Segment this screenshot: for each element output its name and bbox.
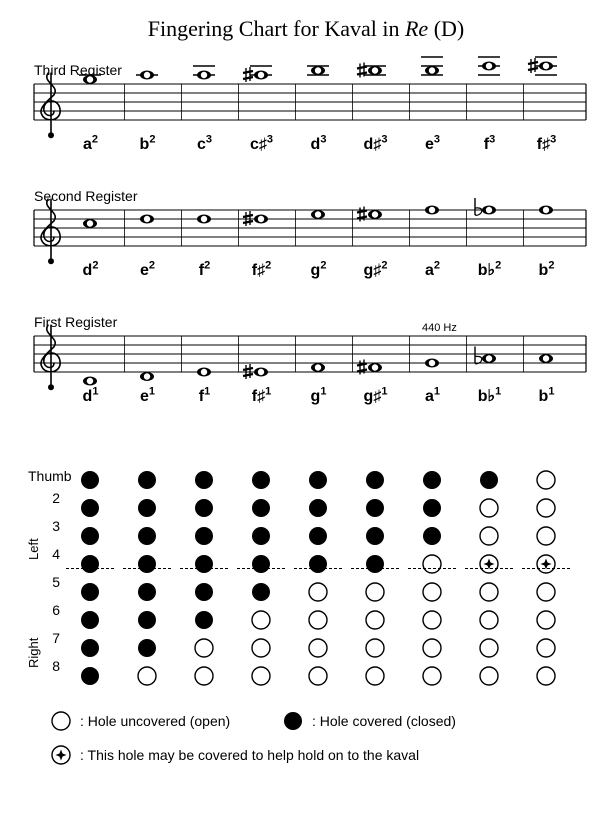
note-name: g♯1 [347, 386, 404, 406]
legend-closed: : Hole covered (closed) [280, 708, 456, 734]
hand-divider [522, 568, 570, 569]
hand-divider [465, 568, 513, 569]
note-name: d1 [62, 386, 119, 406]
hand-divider [351, 568, 399, 569]
hand-divider [123, 568, 171, 569]
legend-star: : This hole may be covered to help hold … [48, 742, 419, 768]
left-hand-label: Left [26, 538, 41, 560]
note-name: a1 [404, 386, 461, 406]
hole-row-label: 5 [40, 574, 60, 590]
note-name: f1 [176, 386, 233, 406]
thumb-label: Thumb [28, 468, 68, 484]
note-name: f♯1 [233, 386, 290, 406]
hand-divider [237, 568, 285, 569]
legend-text: : Hole uncovered (open) [80, 713, 230, 729]
legend-text: : This hole may be covered to help hold … [80, 747, 419, 763]
note-name: b♭1 [461, 386, 518, 406]
hole-row-label: 4 [40, 546, 60, 562]
hole-row-label: 6 [40, 602, 60, 618]
legend-text: : Hole covered (closed) [312, 713, 456, 729]
hole-row-label: 3 [40, 518, 60, 534]
note-name: b1 [518, 386, 575, 406]
fingering-svg [0, 470, 612, 714]
hand-divider [408, 568, 456, 569]
hole-row-label: 8 [40, 658, 60, 674]
hand-divider [294, 568, 342, 569]
hz-label: 440 Hz [422, 322, 457, 334]
right-hand-label: Right [26, 638, 41, 668]
note-name: e1 [119, 386, 176, 406]
hole-row-label: 2 [40, 490, 60, 506]
hand-divider [180, 568, 228, 569]
hand-divider [66, 568, 114, 569]
legend-open: : Hole uncovered (open) [48, 708, 230, 734]
note-name-row: d1e1f1f♯1g1g♯1a1b♭1b1 [62, 386, 575, 406]
hole-row-label: 7 [40, 630, 60, 646]
note-name: g1 [290, 386, 347, 406]
